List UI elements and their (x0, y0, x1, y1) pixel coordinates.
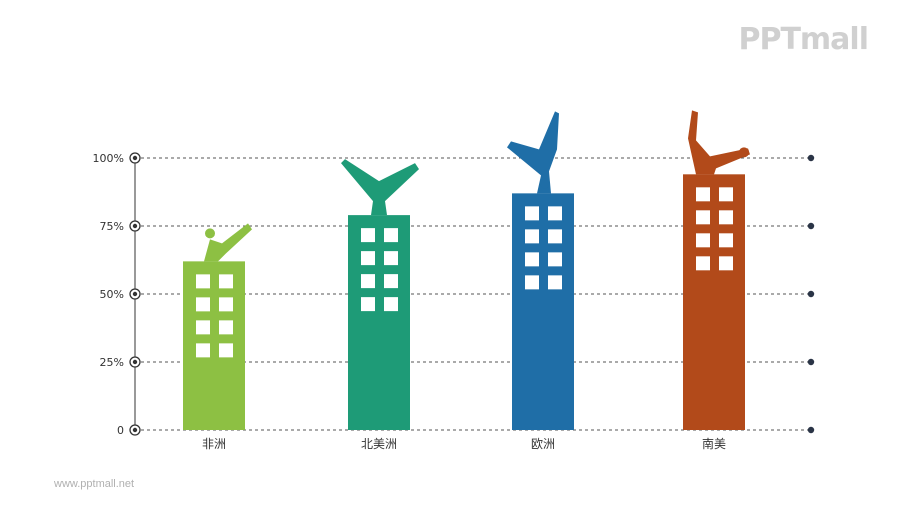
gridline-end-dot (807, 154, 815, 162)
window (525, 252, 539, 267)
category-label: 非洲 (202, 437, 226, 451)
silhouette-head (373, 191, 385, 204)
window (384, 228, 398, 243)
window (719, 210, 733, 225)
gridline-end-dot (807, 358, 815, 366)
window (525, 206, 539, 221)
window (696, 256, 710, 271)
grid-layer (135, 157, 811, 431)
bar (183, 261, 245, 430)
axis-marker-dot (132, 223, 138, 229)
dancer-silhouette (507, 111, 559, 194)
gridline-end-dot (807, 222, 815, 230)
dancer-silhouette (341, 159, 419, 216)
bar-layer (183, 110, 750, 430)
silhouette-shape (204, 223, 252, 262)
category-label: 北美洲 (361, 437, 397, 451)
category-label: 欧洲 (531, 437, 555, 451)
dancer-silhouette (688, 110, 750, 175)
window (361, 228, 375, 243)
silhouette-head (205, 228, 215, 239)
window (548, 206, 562, 221)
category-label: 南美 (702, 436, 726, 451)
building-windows (696, 187, 733, 271)
window (196, 274, 210, 289)
window (696, 187, 710, 202)
window (384, 274, 398, 289)
window (384, 297, 398, 312)
window (696, 210, 710, 225)
window (219, 343, 233, 358)
axis-layer (129, 152, 815, 436)
bar (683, 174, 745, 430)
window (719, 233, 733, 248)
axis-marker-dot (132, 291, 138, 297)
window (219, 320, 233, 335)
gridline-end-dot (807, 426, 815, 434)
window (361, 297, 375, 312)
axis-marker-dot (132, 359, 138, 365)
axis-marker-dot (132, 427, 138, 433)
pptmall-logo: PPTmall (738, 22, 869, 57)
window (219, 274, 233, 289)
window (196, 297, 210, 312)
bar (348, 215, 410, 430)
window (696, 233, 710, 248)
silhouette-head (540, 178, 550, 189)
window (525, 275, 539, 290)
building-windows (196, 274, 233, 358)
window (719, 187, 733, 202)
window (548, 275, 562, 290)
window (548, 252, 562, 267)
y-tick-label: 100% (93, 152, 124, 165)
silhouette-shape (341, 159, 419, 216)
label-layer: 0 25% 50% 75% 100% 非洲 北美洲 欧洲 南美 (93, 152, 726, 451)
window (384, 251, 398, 266)
window (196, 320, 210, 335)
footer-url: www.pptmall.net (54, 478, 135, 490)
window (196, 343, 210, 358)
window (719, 256, 733, 271)
silhouette-shape (688, 110, 750, 175)
y-tick-label: 50% (100, 288, 124, 301)
window (361, 251, 375, 266)
window (219, 297, 233, 312)
axis-marker-dot (132, 155, 138, 161)
window (361, 274, 375, 289)
window (548, 229, 562, 244)
gridline-end-dot (807, 290, 815, 298)
bar (512, 193, 574, 430)
building-windows (525, 206, 562, 290)
y-tick-label: 25% (100, 356, 124, 369)
silhouette-shape (507, 111, 559, 194)
y-tick-label: 0 (117, 424, 124, 437)
window (525, 229, 539, 244)
y-tick-label: 75% (100, 220, 124, 233)
dancer-silhouette (204, 223, 252, 262)
silhouette-head (739, 147, 749, 158)
building-windows (361, 228, 398, 312)
